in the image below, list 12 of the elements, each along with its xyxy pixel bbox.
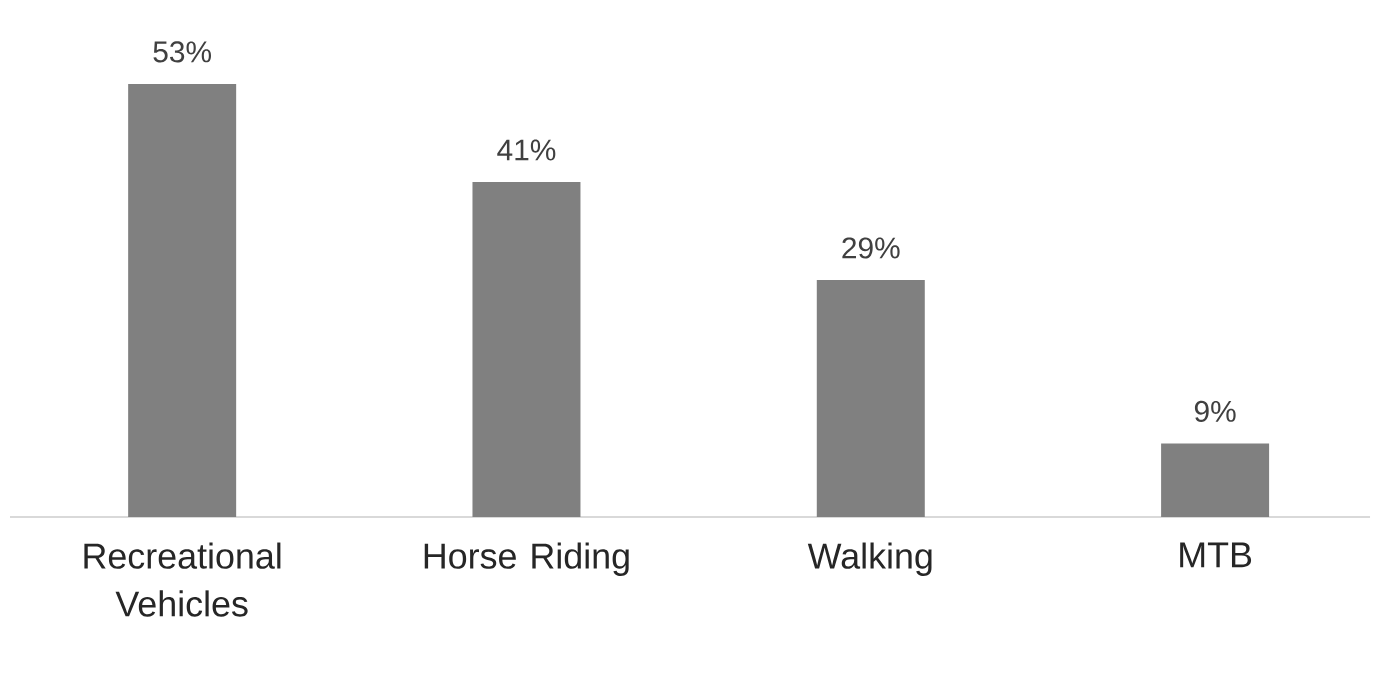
data-label: 53% bbox=[153, 41, 211, 63]
data-label: 9% bbox=[1194, 400, 1236, 422]
bar bbox=[128, 83, 237, 517]
data-label: 29% bbox=[842, 237, 900, 259]
bar bbox=[1161, 443, 1270, 517]
x-tick-label: MTB bbox=[1180, 542, 1252, 568]
x-tick-label: Walking bbox=[807, 542, 932, 576]
bar bbox=[816, 280, 925, 517]
x-tick-label: Horse Riding bbox=[424, 542, 629, 576]
data-label: 41% bbox=[497, 139, 556, 161]
x-tick-label: Recreational Vehicles bbox=[84, 542, 281, 617]
bar bbox=[472, 182, 581, 517]
